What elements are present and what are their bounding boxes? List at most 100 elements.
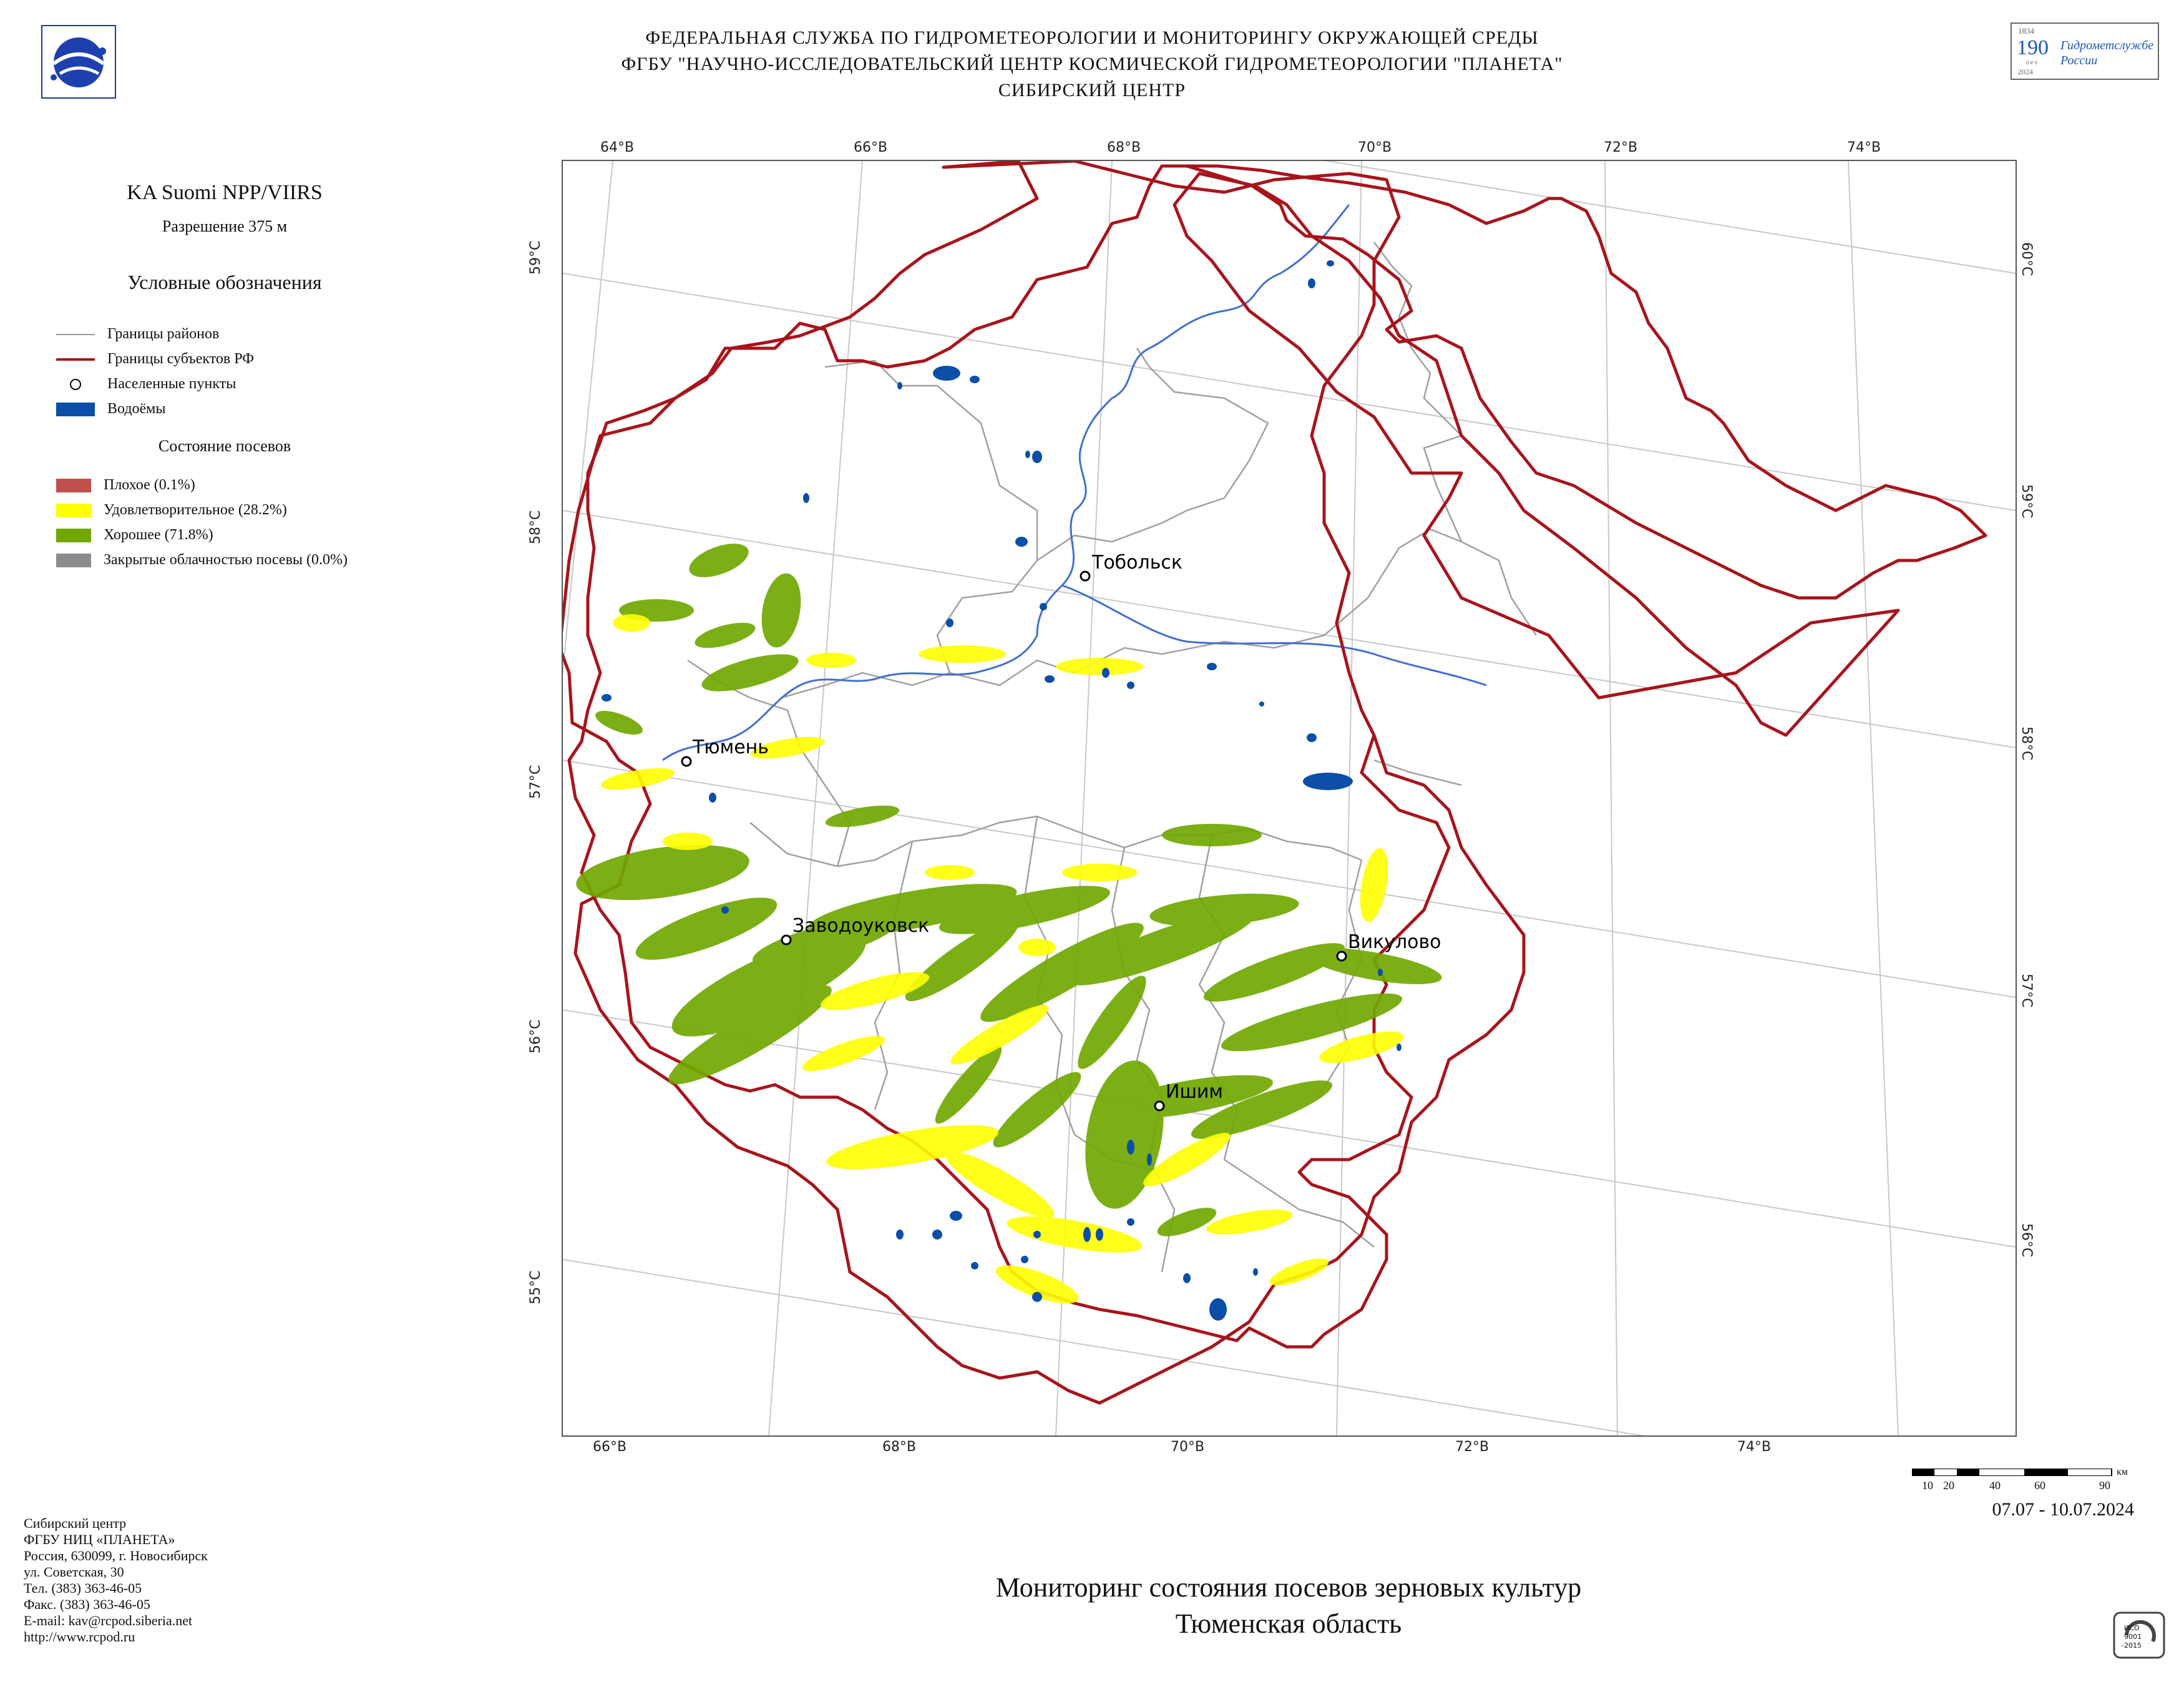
map-frame[interactable]: Тобольск Тюмень Заводоуковск Викулово Иш… [562, 160, 2017, 1437]
contact-website[interactable]: http://www.rcpod.ru [24, 1629, 135, 1645]
water-bodies [602, 260, 1402, 1321]
city-label-vikulovo[interactable]: Викулово [1348, 931, 1441, 953]
date-range: 07.07 - 10.07.2024 [1992, 1499, 2135, 1520]
city-label-tyumen[interactable]: Тюмень [693, 736, 769, 758]
cloud-swatch-icon [56, 553, 91, 567]
badge-year-top: 1834 [2018, 26, 2034, 36]
bottom-lon-label: 70°В [1171, 1439, 1205, 1455]
graticule [563, 161, 2016, 1435]
river [662, 204, 1487, 761]
badge-year-bottom: 2024 [2018, 67, 2033, 76]
city-label-tobolsk[interactable]: Тобольск [1092, 552, 1183, 574]
scale-label: 40 [1989, 1479, 2001, 1492]
right-lat-label: 56°С [2019, 1223, 2034, 1258]
bottom-lon-label: 72°В [1455, 1439, 1489, 1455]
circle-icon [56, 378, 95, 391]
crop-item-label: Плохое (0.1%) [104, 477, 195, 493]
iso-text-1: ИСО [2124, 1624, 2140, 1632]
legend-item-water: Водоёмы [56, 401, 166, 418]
red-line-icon [56, 353, 95, 366]
settlements [681, 570, 1347, 1112]
scale-unit: км [2117, 1467, 2128, 1477]
top-lon-label: 68°В [1107, 140, 1141, 155]
good-swatch-icon [56, 528, 91, 542]
resolution-label: Разрешение 375 м [162, 217, 288, 235]
contact-line: ФГБУ НИЦ «ПЛАНЕТА» [24, 1532, 175, 1547]
top-lon-label: 70°В [1358, 140, 1392, 155]
badge-unit: лет [2026, 59, 2039, 66]
left-lat-label: 57°С [528, 765, 544, 799]
city-label-ishim[interactable]: Ишим [1166, 1081, 1224, 1103]
badge-text-2: России [2060, 54, 2098, 67]
anniversary-badge: 1834 190 лет 2024 Гидрометслужбе России [2011, 22, 2159, 80]
satisfactory-swatch-icon [56, 503, 91, 517]
bottom-title: Мониторинг состояния посевов зерновых ку… [811, 1570, 1766, 1642]
crop-good-areas [576, 544, 1442, 1236]
city-marker-vikulovo [1336, 951, 1347, 962]
right-lat-label: 59°С [2019, 484, 2034, 519]
crop-item-label: Хорошее (71.8%) [104, 527, 213, 543]
top-lon-label: 64°В [600, 140, 635, 155]
legend-item-label: Границы субъектов РФ [107, 351, 255, 367]
top-lon-label: 66°В [854, 140, 888, 155]
legend-item-district-borders: Границы районов [56, 326, 219, 343]
scale-label: 20 [1943, 1479, 1954, 1492]
badge-number: 190 [2017, 36, 2049, 59]
header: ФЕДЕРАЛЬНАЯ СЛУЖБА ПО ГИДРОМЕТЕОРОЛОГИИ … [0, 25, 2184, 104]
legend-item-label: Границы районов [107, 326, 220, 342]
contact-line: Россия, 630099, г. Новосибирск [24, 1548, 208, 1563]
blue-box-icon [56, 402, 95, 416]
oblast-border-south [567, 164, 1451, 1349]
legend-item-settlements: Населенные пункты [56, 376, 236, 393]
scale-label: 10 [1922, 1479, 1933, 1492]
left-lat-label: 59°С [528, 240, 544, 275]
contact-email[interactable]: E-mail: kav@rcpod.siberia.net [24, 1613, 193, 1628]
crop-satisfactory-areas [600, 614, 1404, 1304]
scale-label: 60 [2034, 1479, 2045, 1492]
crop-item-good: Хорошее (71.8%) [56, 527, 213, 544]
city-marker-tyumen [681, 756, 692, 767]
legend-item-label: Водоёмы [107, 401, 166, 417]
legend-item-label: Населенные пункты [107, 376, 236, 392]
iso-certification-logo: ИСО 9001 -2015 [2109, 1610, 2169, 1660]
bottom-lon-label: 68°В [882, 1439, 917, 1455]
crop-item-poor: Плохое (0.1%) [56, 477, 195, 494]
city-marker-tobolsk [1080, 570, 1091, 582]
left-lat-label: 58°С [528, 510, 544, 544]
bottom-title-line-2: Тюменская область [1175, 1608, 1402, 1639]
bottom-title-line-1: Мониторинг состояния посевов зерновых ку… [995, 1572, 1582, 1603]
contact-line: ул. Советская, 30 [24, 1564, 124, 1580]
iso-text-2: 9001 [2124, 1633, 2142, 1641]
contact-line: Факс. (383) 363-46-05 [24, 1596, 150, 1612]
right-lat-label: 60°С [2019, 242, 2034, 276]
legend-item-region-borders: Границы субъектов РФ [56, 351, 254, 368]
roshydromet-logo [41, 25, 116, 99]
header-line-3: СИБИРСКИЙ ЦЕНТР [998, 80, 1186, 100]
gray-line-icon [56, 328, 95, 341]
badge-text-1: Гидрометслужбе [2060, 39, 2154, 52]
contacts-block: Сибирский центр ФГБУ НИЦ «ПЛАНЕТА» Росси… [24, 1515, 208, 1645]
contact-line: Тел. (383) 363-46-05 [24, 1580, 142, 1596]
map-canvas[interactable] [563, 161, 2016, 1435]
crop-item-satisfactory: Удовлетворительное (28.2%) [56, 502, 287, 519]
right-lat-label: 57°С [2019, 974, 2034, 1008]
oblast-border [1185, 164, 1987, 600]
scale-bar [1911, 1468, 2113, 1477]
left-lat-label: 56°С [528, 1019, 544, 1054]
right-lat-label: 58°С [2019, 726, 2034, 761]
header-line-1: ФЕДЕРАЛЬНАЯ СЛУЖБА ПО ГИДРОМЕТЕОРОЛОГИИ … [645, 27, 1539, 48]
satellite-title: KA Suomi NPP/VIIRS [127, 181, 323, 204]
contact-line: Сибирский центр [24, 1515, 127, 1531]
crop-item-label: Удовлетворительное (28.2%) [104, 502, 287, 518]
crop-item-label: Закрытые облачностью посевы (0.0%) [104, 552, 348, 568]
bottom-lon-label: 74°В [1737, 1439, 1772, 1455]
region-border [1172, 172, 1900, 737]
scale-label: 90 [2099, 1479, 2110, 1492]
left-lat-label: 55°С [528, 1270, 544, 1304]
region-border-main [563, 161, 1526, 1405]
city-marker-ishim [1154, 1100, 1165, 1112]
poor-swatch-icon [56, 478, 91, 492]
top-lon-label: 74°В [1847, 140, 1881, 155]
bottom-lon-label: 66°В [593, 1439, 627, 1455]
city-label-zavodoukovsk[interactable]: Заводоуковск [792, 915, 930, 937]
